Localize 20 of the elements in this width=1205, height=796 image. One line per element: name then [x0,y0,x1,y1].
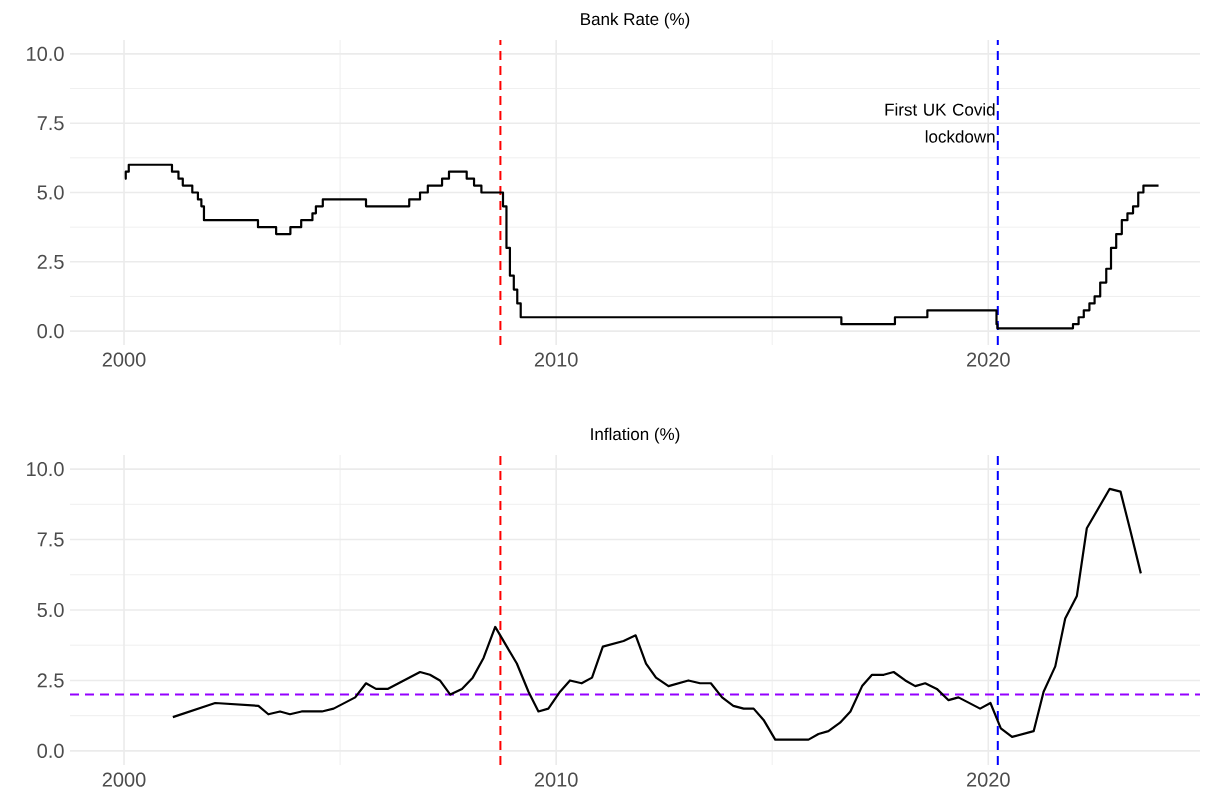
ref-line-label: First UK Covid lockdown [885,103,995,143]
y-tick-label: 2.5 [37,254,64,269]
x-tick-label: 2020 [967,352,1010,367]
y-tick-label: 10.0 [27,462,64,477]
line-series [171,487,1142,741]
x-tick-label: 2000 [102,352,146,367]
x-tick-label: 2020 [967,772,1010,787]
y-tick-label: 7.5 [37,116,64,131]
y-tick-label: 10.0 [27,46,64,61]
y-tick-label: 5.0 [37,185,64,200]
x-tick-label: 2010 [534,352,578,367]
y-tick-label: 0.0 [37,743,64,758]
chart-title: Inflation (%) [591,427,680,444]
chart-title: Bank Rate (%) [581,12,690,29]
y-tick-label: 2.5 [37,673,64,688]
y-tick-label: 7.5 [37,532,64,547]
y-tick-label: 5.0 [37,602,64,618]
x-tick-label: 2010 [534,772,578,787]
y-tick-label: 0.0 [37,324,64,339]
x-tick-label: 2000 [102,772,146,787]
